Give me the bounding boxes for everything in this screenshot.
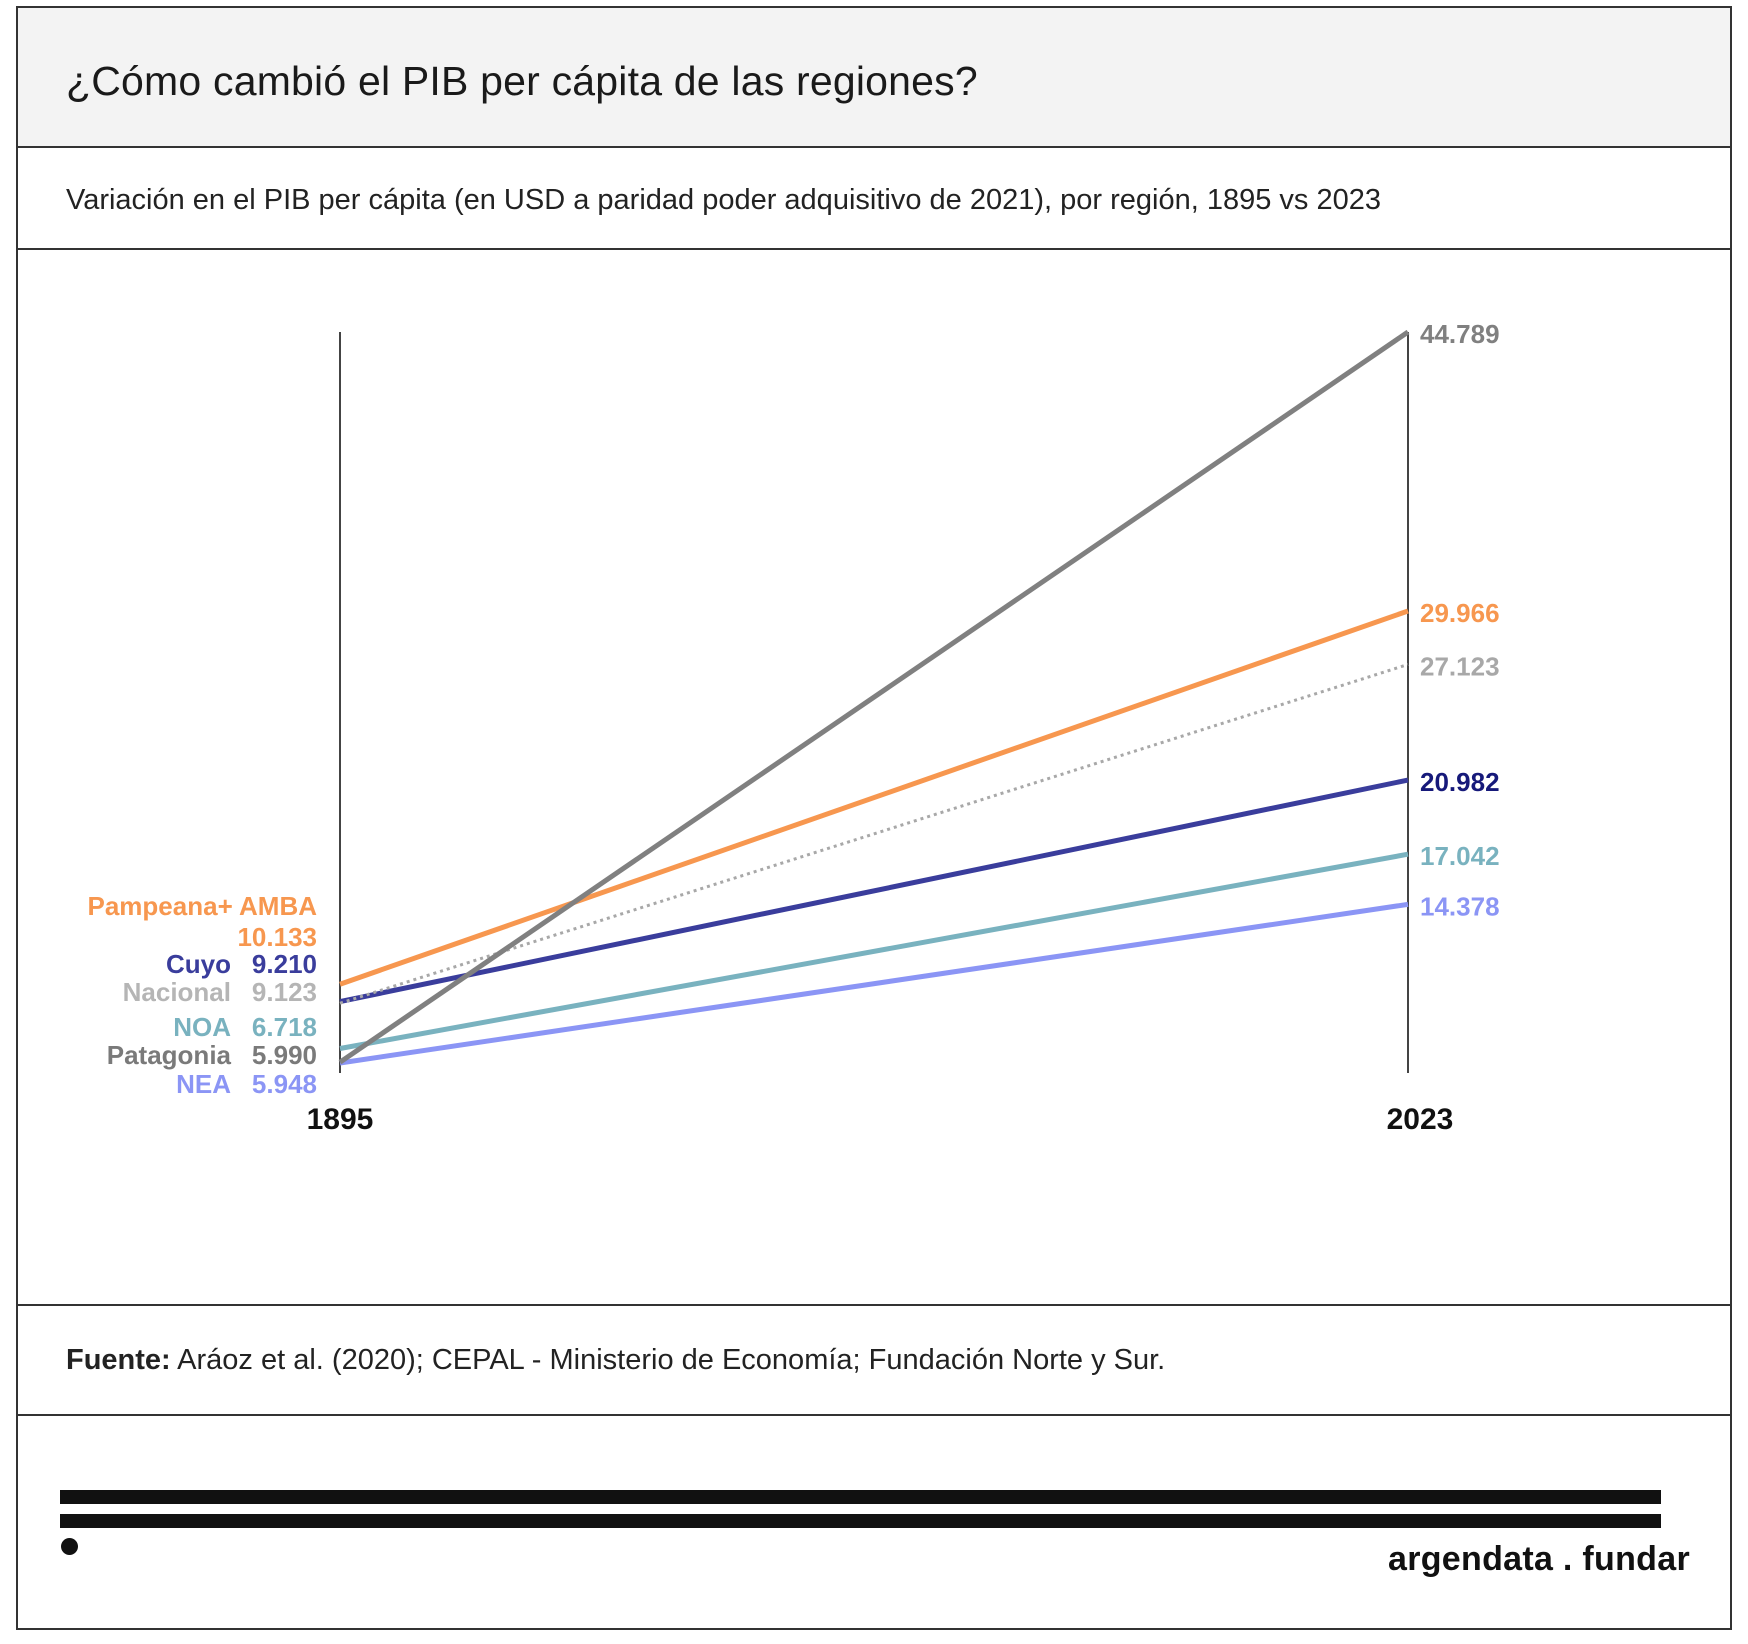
source-note: Fuente: Aráoz et al. (2020); CEPAL - Min… xyxy=(66,1344,1165,1377)
brand-logo: argendata . fundar xyxy=(1387,1540,1690,1578)
subtitle-band: Variación en el PIB per cápita (en USD a… xyxy=(18,148,1730,250)
end-label-patagonia: 44.789 xyxy=(1420,319,1500,349)
footer-logo-area: argendata . fundar xyxy=(18,1416,1730,1632)
start-name-patagonia: Patagonia xyxy=(107,1040,232,1070)
brand-bar-top xyxy=(60,1490,1661,1504)
start-name-pampeana-amba: Pampeana+ AMBA xyxy=(88,891,318,921)
start-value-nacional: 9.123 xyxy=(252,977,317,1007)
end-label-nea: 14.378 xyxy=(1420,891,1500,921)
brand-bar-bottom xyxy=(60,1514,1661,1528)
source-band: Fuente: Aráoz et al. (2020); CEPAL - Min… xyxy=(18,1304,1730,1416)
page-title: ¿Cómo cambió el PIB per cápita de las re… xyxy=(66,58,978,104)
series-line-pampeana-amba xyxy=(339,608,1409,987)
end-label-cuyo: 20.982 xyxy=(1420,767,1500,797)
slope-chart: 1895 2023 44.789 29.966 27.123 20.982 17.042 14… xyxy=(18,250,1730,1304)
series-line-nacional xyxy=(339,663,1409,1005)
start-name-cuyo: Cuyo xyxy=(166,949,231,979)
start-name-nacional: Nacional xyxy=(123,977,231,1007)
header: ¿Cómo cambió el PIB per cápita de las re… xyxy=(18,8,1730,148)
start-value-noa: 6.718 xyxy=(252,1012,317,1042)
start-name-noa: NOA xyxy=(173,1012,231,1042)
start-value-pampeana-amba: 10.133 xyxy=(237,922,317,952)
start-name-nea: NEA xyxy=(176,1069,231,1099)
x-tick-label-1895: 1895 xyxy=(307,1103,374,1136)
chart-subtitle: Variación en el PIB per cápita (en USD a… xyxy=(66,184,1381,216)
source-label: Fuente: xyxy=(66,1344,171,1376)
series-line-patagonia xyxy=(338,329,1410,1065)
brand-dot xyxy=(61,1538,78,1555)
end-label-nacional: 27.123 xyxy=(1420,651,1500,681)
end-label-pampeana-amba: 29.966 xyxy=(1420,598,1500,628)
x-tick-label-2023: 2023 xyxy=(1387,1103,1454,1136)
start-value-nea: 5.948 xyxy=(252,1069,317,1099)
source-text: Aráoz et al. (2020); CEPAL - Ministerio … xyxy=(170,1344,1166,1376)
start-value-cuyo: 9.210 xyxy=(252,949,317,979)
chart-card: ¿Cómo cambió el PIB per cápita de las re… xyxy=(16,6,1732,1630)
slope-chart-svg: 1895 2023 44.789 29.966 27.123 20.982 17.042 14… xyxy=(88,319,1500,1136)
series-line-noa xyxy=(339,851,1409,1051)
end-label-noa: 17.042 xyxy=(1420,841,1500,871)
series-line-nea xyxy=(339,901,1409,1066)
start-value-patagonia: 5.990 xyxy=(252,1040,317,1070)
series-line-cuyo xyxy=(339,777,1409,1005)
